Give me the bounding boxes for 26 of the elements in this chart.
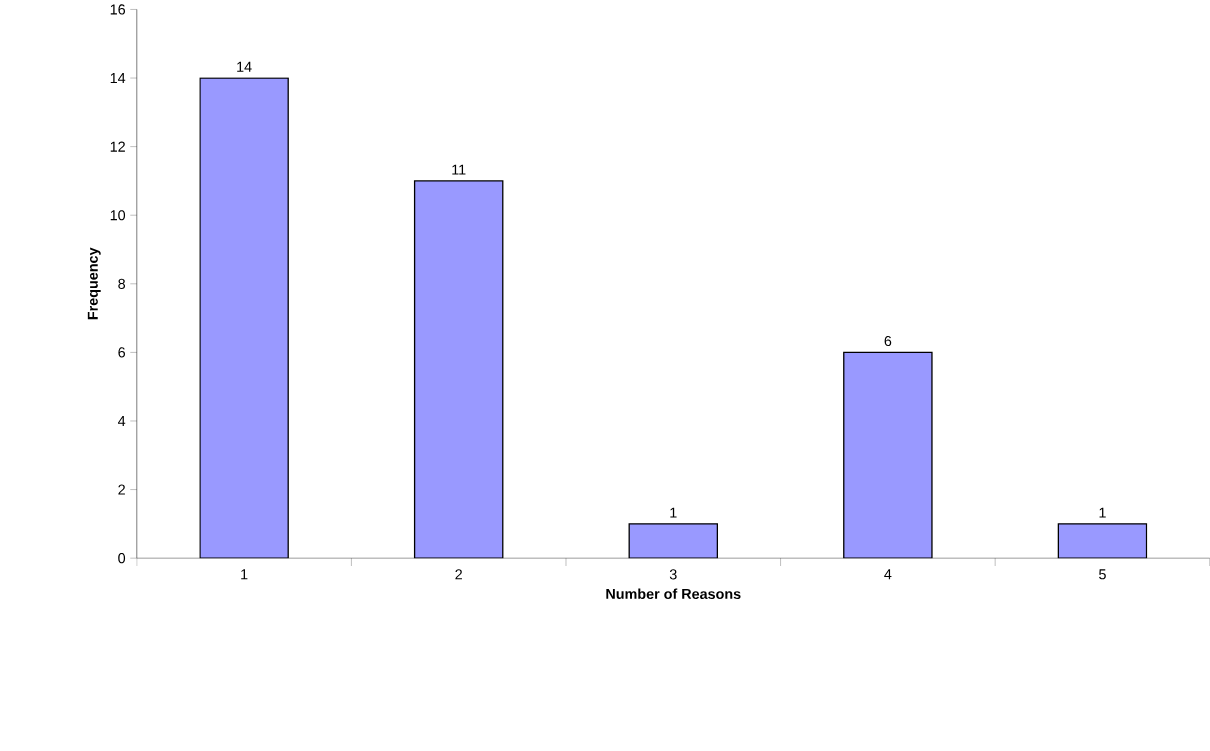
- data-label: 1: [1099, 507, 1106, 518]
- x-tick-label: 4: [884, 569, 892, 580]
- data-label: 11: [452, 164, 466, 175]
- y-tick-label: 4: [117, 416, 126, 426]
- y-axis-title: Frequency: [87, 247, 101, 320]
- x-axis-title: Number of Reasons: [606, 588, 741, 599]
- y-tick-label: 0: [118, 553, 126, 564]
- y-tick-label: 2: [118, 484, 125, 495]
- y-tick-label: 6: [118, 347, 126, 358]
- data-label: 14: [237, 61, 252, 72]
- y-tick-label: 10: [110, 210, 126, 221]
- y-tick-label: 12: [110, 141, 125, 152]
- data-label: 6: [884, 335, 892, 347]
- bar: [199, 77, 289, 559]
- x-tick-label: 3: [669, 569, 677, 580]
- bar: [843, 351, 933, 559]
- x-tick-label: 1: [241, 569, 248, 580]
- data-label: 1: [670, 507, 677, 518]
- bar: [413, 180, 504, 559]
- y-tick-label: 14: [110, 73, 126, 83]
- bar: [1057, 523, 1148, 559]
- bar: [628, 523, 719, 559]
- x-tick-label: 2: [455, 569, 462, 580]
- y-tick-label: 8: [118, 278, 126, 289]
- y-tick-label: 16: [110, 4, 126, 15]
- x-tick-label: 5: [1099, 569, 1106, 580]
